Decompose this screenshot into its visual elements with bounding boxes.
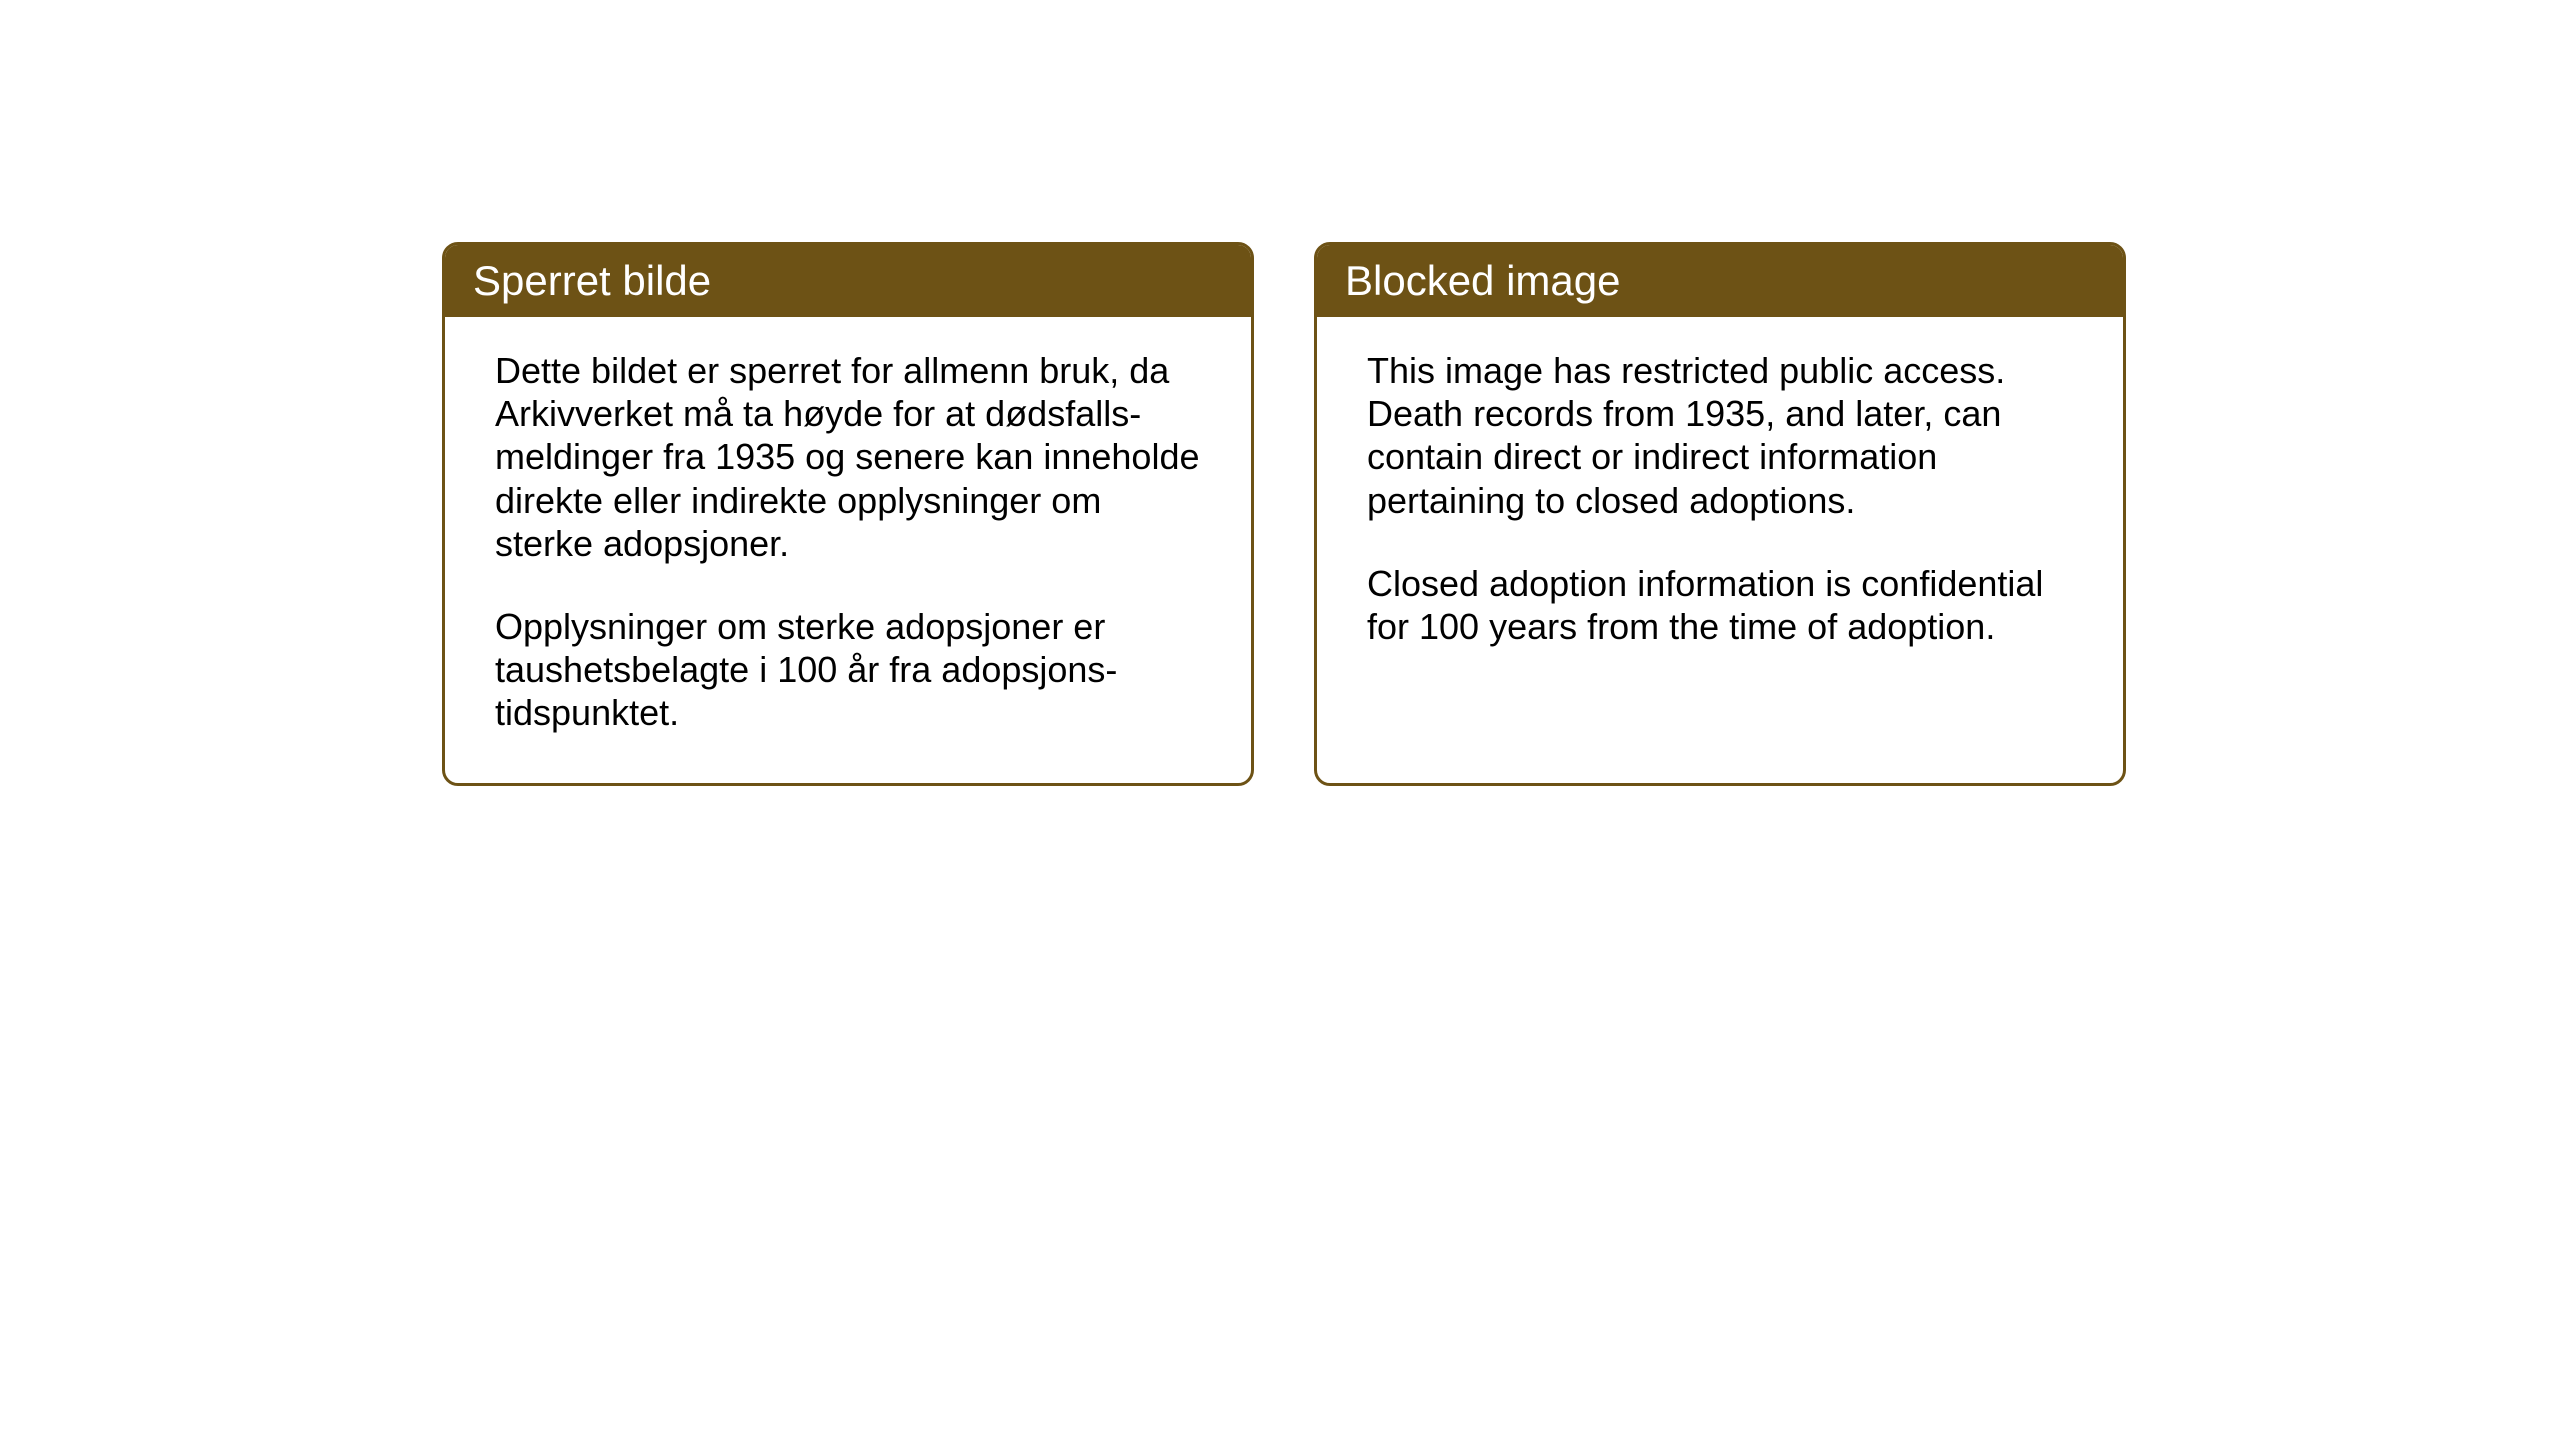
cards-container: Sperret bilde Dette bildet er sperret fo… (442, 242, 2126, 786)
card-paragraph-1-norwegian: Dette bildet er sperret for allmenn bruk… (495, 349, 1201, 565)
card-english: Blocked image This image has restricted … (1314, 242, 2126, 786)
card-paragraph-2-norwegian: Opplysninger om sterke adopsjoner er tau… (495, 605, 1201, 735)
card-title-norwegian: Sperret bilde (473, 257, 711, 304)
card-paragraph-2-english: Closed adoption information is confident… (1367, 562, 2073, 648)
card-norwegian: Sperret bilde Dette bildet er sperret fo… (442, 242, 1254, 786)
card-body-norwegian: Dette bildet er sperret for allmenn bruk… (445, 317, 1251, 783)
card-paragraph-1-english: This image has restricted public access.… (1367, 349, 2073, 522)
card-body-english: This image has restricted public access.… (1317, 317, 2123, 696)
card-header-english: Blocked image (1317, 245, 2123, 317)
card-header-norwegian: Sperret bilde (445, 245, 1251, 317)
card-title-english: Blocked image (1345, 257, 1620, 304)
